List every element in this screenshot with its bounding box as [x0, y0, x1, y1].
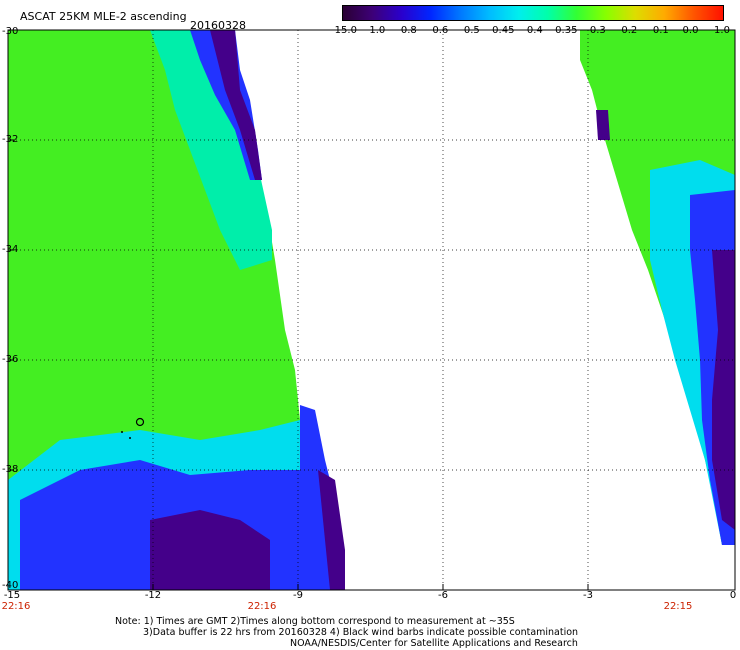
lon-ticks [152, 584, 589, 590]
lat-label: -30 [2, 26, 19, 37]
left-swath-edge2 [210, 30, 262, 180]
grid-lines [8, 30, 735, 590]
lon-label: -6 [438, 590, 448, 601]
lon-label: -3 [583, 590, 593, 601]
lat-label: -32 [2, 134, 19, 145]
time-label: 22:15 [663, 601, 693, 612]
right-swath-purple [712, 250, 735, 530]
colorbar-tick-label: -0.4 [523, 25, 543, 36]
lat-label: -38 [2, 464, 19, 475]
colorbar-tick-label: 0.0 [682, 25, 699, 36]
colorbar-tick-label: -15.0 [331, 25, 357, 36]
colorbar-tick-label: -0.8 [397, 25, 417, 36]
lon-label: -9 [293, 590, 303, 601]
colorbar [342, 5, 724, 21]
colorbar-tick-label: -0.3 [586, 25, 606, 36]
lon-label: -15 [3, 590, 21, 601]
map-frame [7, 29, 736, 591]
lon-label: -12 [144, 590, 162, 601]
right-swath-purple-top [596, 110, 610, 140]
colorbar-tick-label: -0.5 [460, 25, 480, 36]
left-swath-tail2 [318, 470, 345, 590]
lat-label: -40 [2, 580, 19, 591]
note-line-1: Note: 1) Times are GMT 2)Times along bot… [115, 616, 515, 627]
colorbar-tick-label: -0.6 [428, 25, 449, 36]
note-line-3: NOAA/NESDIS/Center for Satellite Applica… [290, 638, 578, 649]
date-label: 20160328 [190, 19, 246, 32]
lat-label: -36 [2, 354, 19, 365]
lat-label: -34 [2, 244, 19, 255]
colorbar-tick-label: -0.2 [617, 25, 638, 36]
lat-ticks [8, 139, 14, 471]
colorbar-tick-label: -0.35 [551, 25, 578, 36]
left-swath-purple [150, 510, 270, 590]
time-label: 22:16 [247, 601, 277, 612]
title: ASCAT 25KM MLE-2 ascending [20, 10, 187, 23]
left-swath-cyan [150, 30, 272, 270]
colorbar-gradient [343, 6, 723, 20]
colorbar-tick-label: 1.0 [714, 25, 730, 36]
note-line-2: 3)Data buffer is 22 hrs from 20160328 4)… [143, 627, 579, 638]
time-label: 22:16 [1, 601, 31, 612]
station-marker [135, 417, 145, 427]
lon-label: 0 [729, 590, 737, 601]
colorbar-tick-label: -1.0 [365, 25, 386, 36]
colorbar-tick-label: -0.45 [488, 25, 515, 36]
wind-barb-dot [129, 437, 131, 439]
wind-barb-dot [121, 431, 123, 433]
colorbar-tick-label: -0.1 [649, 25, 669, 36]
